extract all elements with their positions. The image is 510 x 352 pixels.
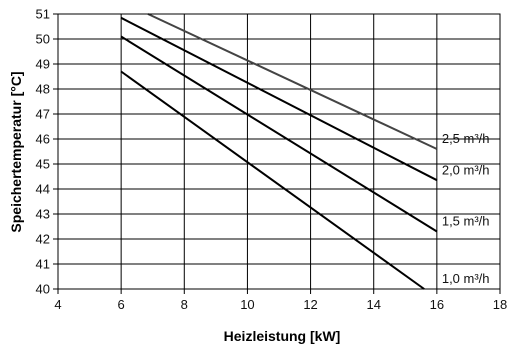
y-tick-label: 51 <box>36 7 50 22</box>
series-label: 2,5 m³/h <box>442 131 490 146</box>
y-tick-label: 41 <box>36 257 50 272</box>
series-line <box>120 16 438 182</box>
series-labels: 1,0 m³/h 1,5 m³/h 2,0 m³/h 2,5 m³/h <box>442 131 490 286</box>
x-tick-label: 14 <box>366 297 380 312</box>
y-tick-label: 48 <box>36 82 50 97</box>
y-tick-label: 46 <box>36 132 50 147</box>
series-label: 1,5 m³/h <box>442 214 490 229</box>
x-tick-label: 6 <box>118 297 125 312</box>
y-tick-label: 47 <box>36 107 50 122</box>
series-line <box>120 35 438 233</box>
grid-lines <box>57 13 501 290</box>
plot-frame <box>57 13 501 290</box>
x-axis-title: Heizleistung [kW] <box>224 328 341 344</box>
x-tick-labels: 4 6 8 10 12 14 16 18 <box>54 289 507 312</box>
series-line <box>120 70 425 290</box>
y-tick-label: 50 <box>36 32 50 47</box>
series-line <box>147 13 438 150</box>
y-tick-label: 40 <box>36 282 50 297</box>
x-tick-label: 12 <box>303 297 317 312</box>
x-tick-label: 8 <box>181 297 188 312</box>
series-label: 2,0 m³/h <box>442 162 490 177</box>
x-tick-label: 4 <box>54 297 61 312</box>
x-tick-label: 10 <box>240 297 254 312</box>
series-label: 1,0 m³/h <box>442 271 490 286</box>
y-tick-label: 44 <box>36 182 50 197</box>
y-axis-title: Speichertemperatur [°C] <box>8 71 24 232</box>
y-tick-labels: 40 41 42 43 44 45 46 47 48 49 50 51 <box>36 7 58 297</box>
x-tick-label: 16 <box>430 297 444 312</box>
y-tick-label: 45 <box>36 157 50 172</box>
x-tick-label: 18 <box>493 297 507 312</box>
y-tick-label: 42 <box>36 232 50 247</box>
y-tick-label: 43 <box>36 207 50 222</box>
y-tick-label: 49 <box>36 57 50 72</box>
series-lines <box>120 13 438 290</box>
